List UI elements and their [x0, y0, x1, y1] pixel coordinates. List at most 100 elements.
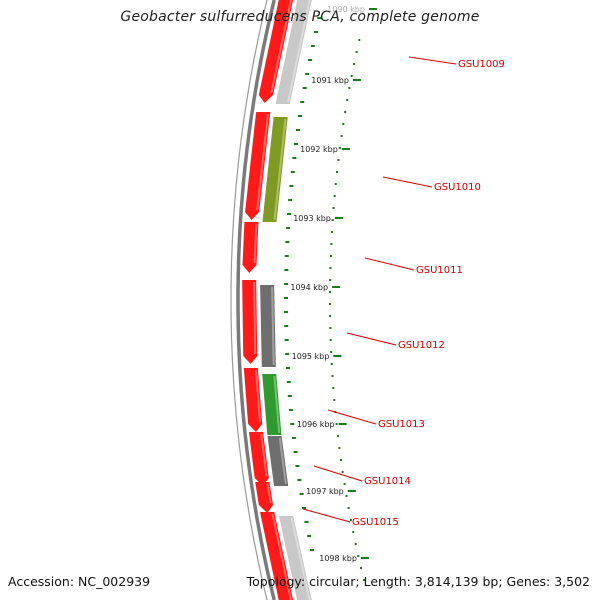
ruler-ticks	[284, 17, 365, 581]
gene-box-body	[275, 0, 312, 104]
ruler-label: 1092 kbp	[300, 145, 338, 154]
ruler-dot	[345, 495, 348, 497]
gene-label: GSU1013	[378, 419, 425, 430]
gene-pointer-line	[364, 257, 415, 271]
cds-arrow	[242, 280, 258, 364]
ruler-dot	[355, 51, 358, 53]
ruler-dot	[339, 459, 342, 461]
ruler-dot	[329, 291, 332, 293]
ruler-dot	[354, 543, 357, 545]
ruler-dot	[346, 99, 349, 101]
ruler-dot	[343, 483, 346, 485]
cds-arrow	[242, 222, 259, 273]
ruler-dot	[332, 207, 335, 209]
ruler-label: 1091 kbp	[311, 76, 349, 85]
gene-box-highlight	[287, 0, 311, 103]
ruler-dot	[334, 183, 337, 185]
gene-pointer-line	[327, 409, 377, 425]
gene-box-body	[260, 285, 276, 367]
ruler-label: 1096 kbp	[297, 420, 335, 429]
gene-label: GSU1010	[434, 182, 481, 193]
ruler-dot	[329, 327, 332, 329]
ruler-dot	[342, 123, 345, 125]
ruler-labels: 1090 kbp 1091 kbp 1092 kbp 1093 kbp 1094 kbp…	[290, 5, 377, 563]
ruler-dot	[330, 351, 333, 353]
ruler-dot	[350, 75, 353, 77]
backbone-line	[236, 0, 276, 600]
gene-pointer-line	[302, 508, 351, 523]
ruler-dot	[329, 303, 332, 305]
cds-arrow-body	[255, 482, 274, 513]
gene-pointer-line	[382, 176, 433, 188]
cds-arrow-body	[259, 512, 294, 600]
gene-box-highlight	[273, 375, 281, 434]
ruler-dot	[332, 387, 335, 389]
cds-arrow-highlight	[254, 369, 261, 423]
ruler-dot	[336, 435, 339, 437]
ruler-dot	[329, 279, 332, 281]
gene-box-highlight	[278, 437, 287, 485]
accession-text: Accession: NC_002939	[8, 574, 151, 589]
ruler-dot	[329, 315, 332, 317]
gene-box-highlight	[273, 118, 287, 221]
ruler-dot	[337, 159, 340, 161]
map-title: Geobacter sulfurreducens PCA, complete g…	[120, 9, 480, 25]
ruler-dot	[341, 471, 344, 473]
gene-box	[262, 117, 288, 222]
gene-box	[260, 285, 276, 367]
ruler-label: 1093 kbp	[293, 214, 331, 223]
cds-arrow-body	[258, 0, 294, 103]
ruler-dot	[347, 507, 350, 509]
ruler-dot	[353, 63, 356, 65]
backbone-circle	[230, 0, 276, 600]
cds-track	[242, 0, 294, 600]
ruler-dot	[348, 87, 351, 89]
ruler-dot	[331, 375, 334, 377]
gene-label: GSU1014	[364, 476, 411, 487]
topology-text: Topology: circular; Length: 3,814,139 bp…	[246, 574, 590, 589]
gene-labels: GSU1009 GSU1010 GSU1011 GSU1012 GSU1013 GSU10…	[302, 56, 505, 528]
gene-pointer-line	[408, 56, 457, 65]
gene-box-body	[267, 436, 289, 486]
cds-arrow-highlight	[271, 513, 292, 600]
gene-pointer-line	[346, 332, 397, 346]
ruler-dot	[338, 147, 341, 149]
gene-label: GSU1015	[352, 517, 399, 528]
ruler-label: 1097 kbp	[306, 487, 344, 496]
gene-box-highlight	[271, 286, 275, 366]
ruler-dot	[333, 399, 336, 401]
cds-arrow-highlight	[260, 433, 268, 477]
ruler-dot	[330, 363, 333, 365]
cds-arrow-body	[243, 368, 263, 432]
gene-label: GSU1009	[458, 59, 505, 70]
ruler-dot	[333, 195, 336, 197]
ruler-dot	[358, 39, 361, 41]
gene-box	[262, 374, 282, 435]
ruler-dot	[331, 219, 334, 221]
gene-box	[278, 516, 312, 600]
gene-track	[260, 0, 312, 600]
gene-pointer-line	[313, 465, 363, 482]
cds-arrow-body	[242, 222, 259, 273]
cds-arrow-highlight	[253, 223, 258, 264]
ruler-label: 1095 kbp	[292, 352, 330, 361]
gene-box-body	[262, 374, 282, 435]
ruler-dot	[338, 447, 341, 449]
ruler-dot	[360, 567, 363, 569]
cds-arrow-body	[245, 112, 271, 220]
ruler-dot	[352, 531, 355, 533]
ruler-label: 1094 kbp	[290, 283, 328, 292]
backbone-inner-line	[230, 0, 268, 600]
ruler-dot	[330, 231, 333, 233]
ruler-dot	[349, 519, 352, 521]
cds-arrow	[255, 482, 274, 513]
gene-box	[275, 0, 312, 104]
ruler-dot	[329, 339, 332, 341]
ruler-dot	[340, 135, 343, 137]
ruler-dot	[329, 255, 332, 257]
cds-arrow-body	[248, 432, 269, 486]
cds-arrow-highlight	[270, 0, 292, 94]
ruler-label: 1090 kbp	[327, 5, 365, 14]
cds-arrow	[259, 512, 294, 600]
